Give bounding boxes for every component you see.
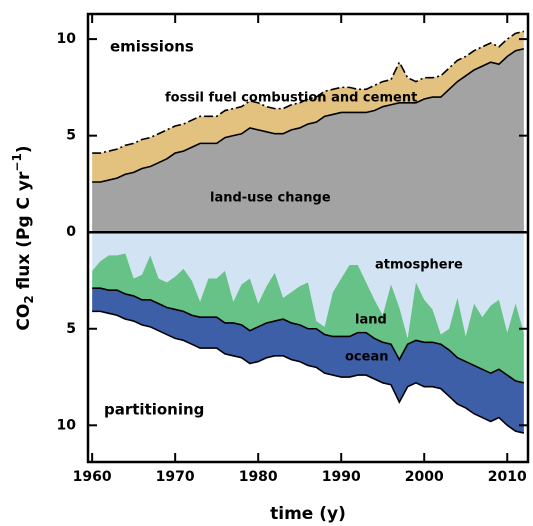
series-edge xyxy=(92,30,525,154)
area xyxy=(92,232,524,339)
x-tick-label: 2000 xyxy=(405,469,444,485)
area xyxy=(92,253,524,383)
y-tick-label: 0 xyxy=(66,224,76,240)
y-label-part: −1 xyxy=(10,153,24,171)
y-axis-label: CO2 flux (Pg C yr−1) xyxy=(10,145,36,330)
annotation: emissions xyxy=(110,38,194,56)
x-tick-label: 1960 xyxy=(73,469,112,485)
y-label-part: 2 xyxy=(22,295,36,303)
area xyxy=(92,288,524,434)
y-label-part: CO xyxy=(14,304,34,331)
x-tick-label: 1990 xyxy=(322,469,361,485)
x-tick-label: 2010 xyxy=(488,469,527,485)
area xyxy=(92,48,524,233)
series-label: fossil fuel combustion and cement xyxy=(165,91,417,106)
plot-frame xyxy=(86,12,530,464)
y-label-part: ) xyxy=(14,145,34,153)
annotation: partitioning xyxy=(104,401,204,419)
series-edge xyxy=(92,287,525,384)
y-tick-label: 10 xyxy=(57,417,77,433)
series-label: atmosphere xyxy=(375,258,463,273)
y-label-part: flux (Pg C yr xyxy=(14,171,34,295)
series-edge xyxy=(92,47,525,183)
series-label: land-use change xyxy=(210,191,331,206)
x-axis-label: time (y) xyxy=(270,504,346,524)
y-tick-label: 5 xyxy=(66,321,76,337)
series-edge xyxy=(92,310,525,434)
series-label: ocean xyxy=(345,350,388,365)
y-tick-label: 10 xyxy=(57,31,77,47)
area xyxy=(92,31,524,183)
x-tick-label: 1970 xyxy=(156,469,195,485)
series-label: land xyxy=(355,313,387,328)
x-tick-label: 1980 xyxy=(239,469,278,485)
y-tick-label: 5 xyxy=(66,128,76,144)
